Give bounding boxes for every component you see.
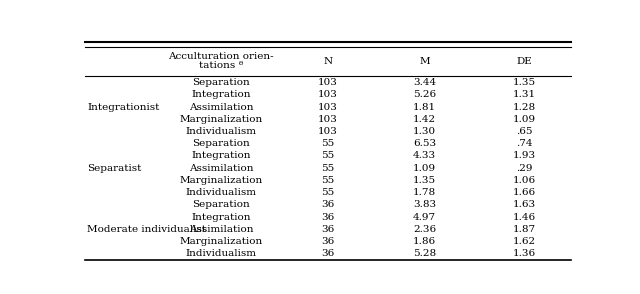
Text: 1.66: 1.66 bbox=[513, 188, 536, 197]
Text: Individualism: Individualism bbox=[186, 249, 257, 258]
Text: Integration: Integration bbox=[191, 213, 251, 222]
Text: 1.35: 1.35 bbox=[513, 78, 536, 87]
Text: Assimilation: Assimilation bbox=[189, 103, 253, 111]
Text: Separatist: Separatist bbox=[88, 164, 142, 173]
Text: DE: DE bbox=[516, 57, 532, 66]
Text: 36: 36 bbox=[321, 237, 335, 246]
Text: 1.46: 1.46 bbox=[513, 213, 536, 222]
Text: 1.62: 1.62 bbox=[513, 237, 536, 246]
Text: 55: 55 bbox=[321, 139, 335, 148]
Text: Separation: Separation bbox=[193, 78, 250, 87]
Text: tations ª: tations ª bbox=[199, 61, 244, 70]
Text: 1.42: 1.42 bbox=[413, 115, 436, 124]
Text: 36: 36 bbox=[321, 213, 335, 222]
Text: Individualism: Individualism bbox=[186, 127, 257, 136]
Text: 36: 36 bbox=[321, 200, 335, 209]
Text: Acculturation orien-: Acculturation orien- bbox=[168, 52, 274, 61]
Text: 103: 103 bbox=[318, 103, 338, 111]
Text: 1.78: 1.78 bbox=[413, 188, 436, 197]
Text: 1.81: 1.81 bbox=[413, 103, 436, 111]
Text: Assimilation: Assimilation bbox=[189, 164, 253, 173]
Text: .74: .74 bbox=[516, 139, 532, 148]
Text: 1.06: 1.06 bbox=[513, 176, 536, 185]
Text: Integration: Integration bbox=[191, 151, 251, 161]
Text: 5.28: 5.28 bbox=[413, 249, 436, 258]
Text: 1.35: 1.35 bbox=[413, 176, 436, 185]
Text: Marginalization: Marginalization bbox=[180, 176, 263, 185]
Text: Integrationist: Integrationist bbox=[88, 103, 160, 111]
Text: .29: .29 bbox=[516, 164, 532, 173]
Text: 36: 36 bbox=[321, 249, 335, 258]
Text: 1.09: 1.09 bbox=[413, 164, 436, 173]
Text: Moderate individualist: Moderate individualist bbox=[88, 225, 207, 234]
Text: Separation: Separation bbox=[193, 139, 250, 148]
Text: 103: 103 bbox=[318, 127, 338, 136]
Text: 2.36: 2.36 bbox=[413, 225, 436, 234]
Text: 1.63: 1.63 bbox=[513, 200, 536, 209]
Text: 1.31: 1.31 bbox=[513, 90, 536, 99]
Text: .65: .65 bbox=[516, 127, 532, 136]
Text: Marginalization: Marginalization bbox=[180, 115, 263, 124]
Text: 55: 55 bbox=[321, 151, 335, 161]
Text: 1.36: 1.36 bbox=[513, 249, 536, 258]
Text: 55: 55 bbox=[321, 176, 335, 185]
Text: 1.28: 1.28 bbox=[513, 103, 536, 111]
Text: 103: 103 bbox=[318, 90, 338, 99]
Text: 4.97: 4.97 bbox=[413, 213, 436, 222]
Text: 5.26: 5.26 bbox=[413, 90, 436, 99]
Text: 3.83: 3.83 bbox=[413, 200, 436, 209]
Text: 1.30: 1.30 bbox=[413, 127, 436, 136]
Text: Assimilation: Assimilation bbox=[189, 225, 253, 234]
Text: N: N bbox=[323, 57, 333, 66]
Text: 1.86: 1.86 bbox=[413, 237, 436, 246]
Text: 1.87: 1.87 bbox=[513, 225, 536, 234]
Text: 55: 55 bbox=[321, 164, 335, 173]
Text: Marginalization: Marginalization bbox=[180, 237, 263, 246]
Text: Integration: Integration bbox=[191, 90, 251, 99]
Text: 3.44: 3.44 bbox=[413, 78, 436, 87]
Text: M: M bbox=[419, 57, 430, 66]
Text: 1.09: 1.09 bbox=[513, 115, 536, 124]
Text: 55: 55 bbox=[321, 188, 335, 197]
Text: 4.33: 4.33 bbox=[413, 151, 436, 161]
Text: 103: 103 bbox=[318, 78, 338, 87]
Text: 36: 36 bbox=[321, 225, 335, 234]
Text: 1.93: 1.93 bbox=[513, 151, 536, 161]
Text: 6.53: 6.53 bbox=[413, 139, 436, 148]
Text: Individualism: Individualism bbox=[186, 188, 257, 197]
Text: Separation: Separation bbox=[193, 200, 250, 209]
Text: 103: 103 bbox=[318, 115, 338, 124]
